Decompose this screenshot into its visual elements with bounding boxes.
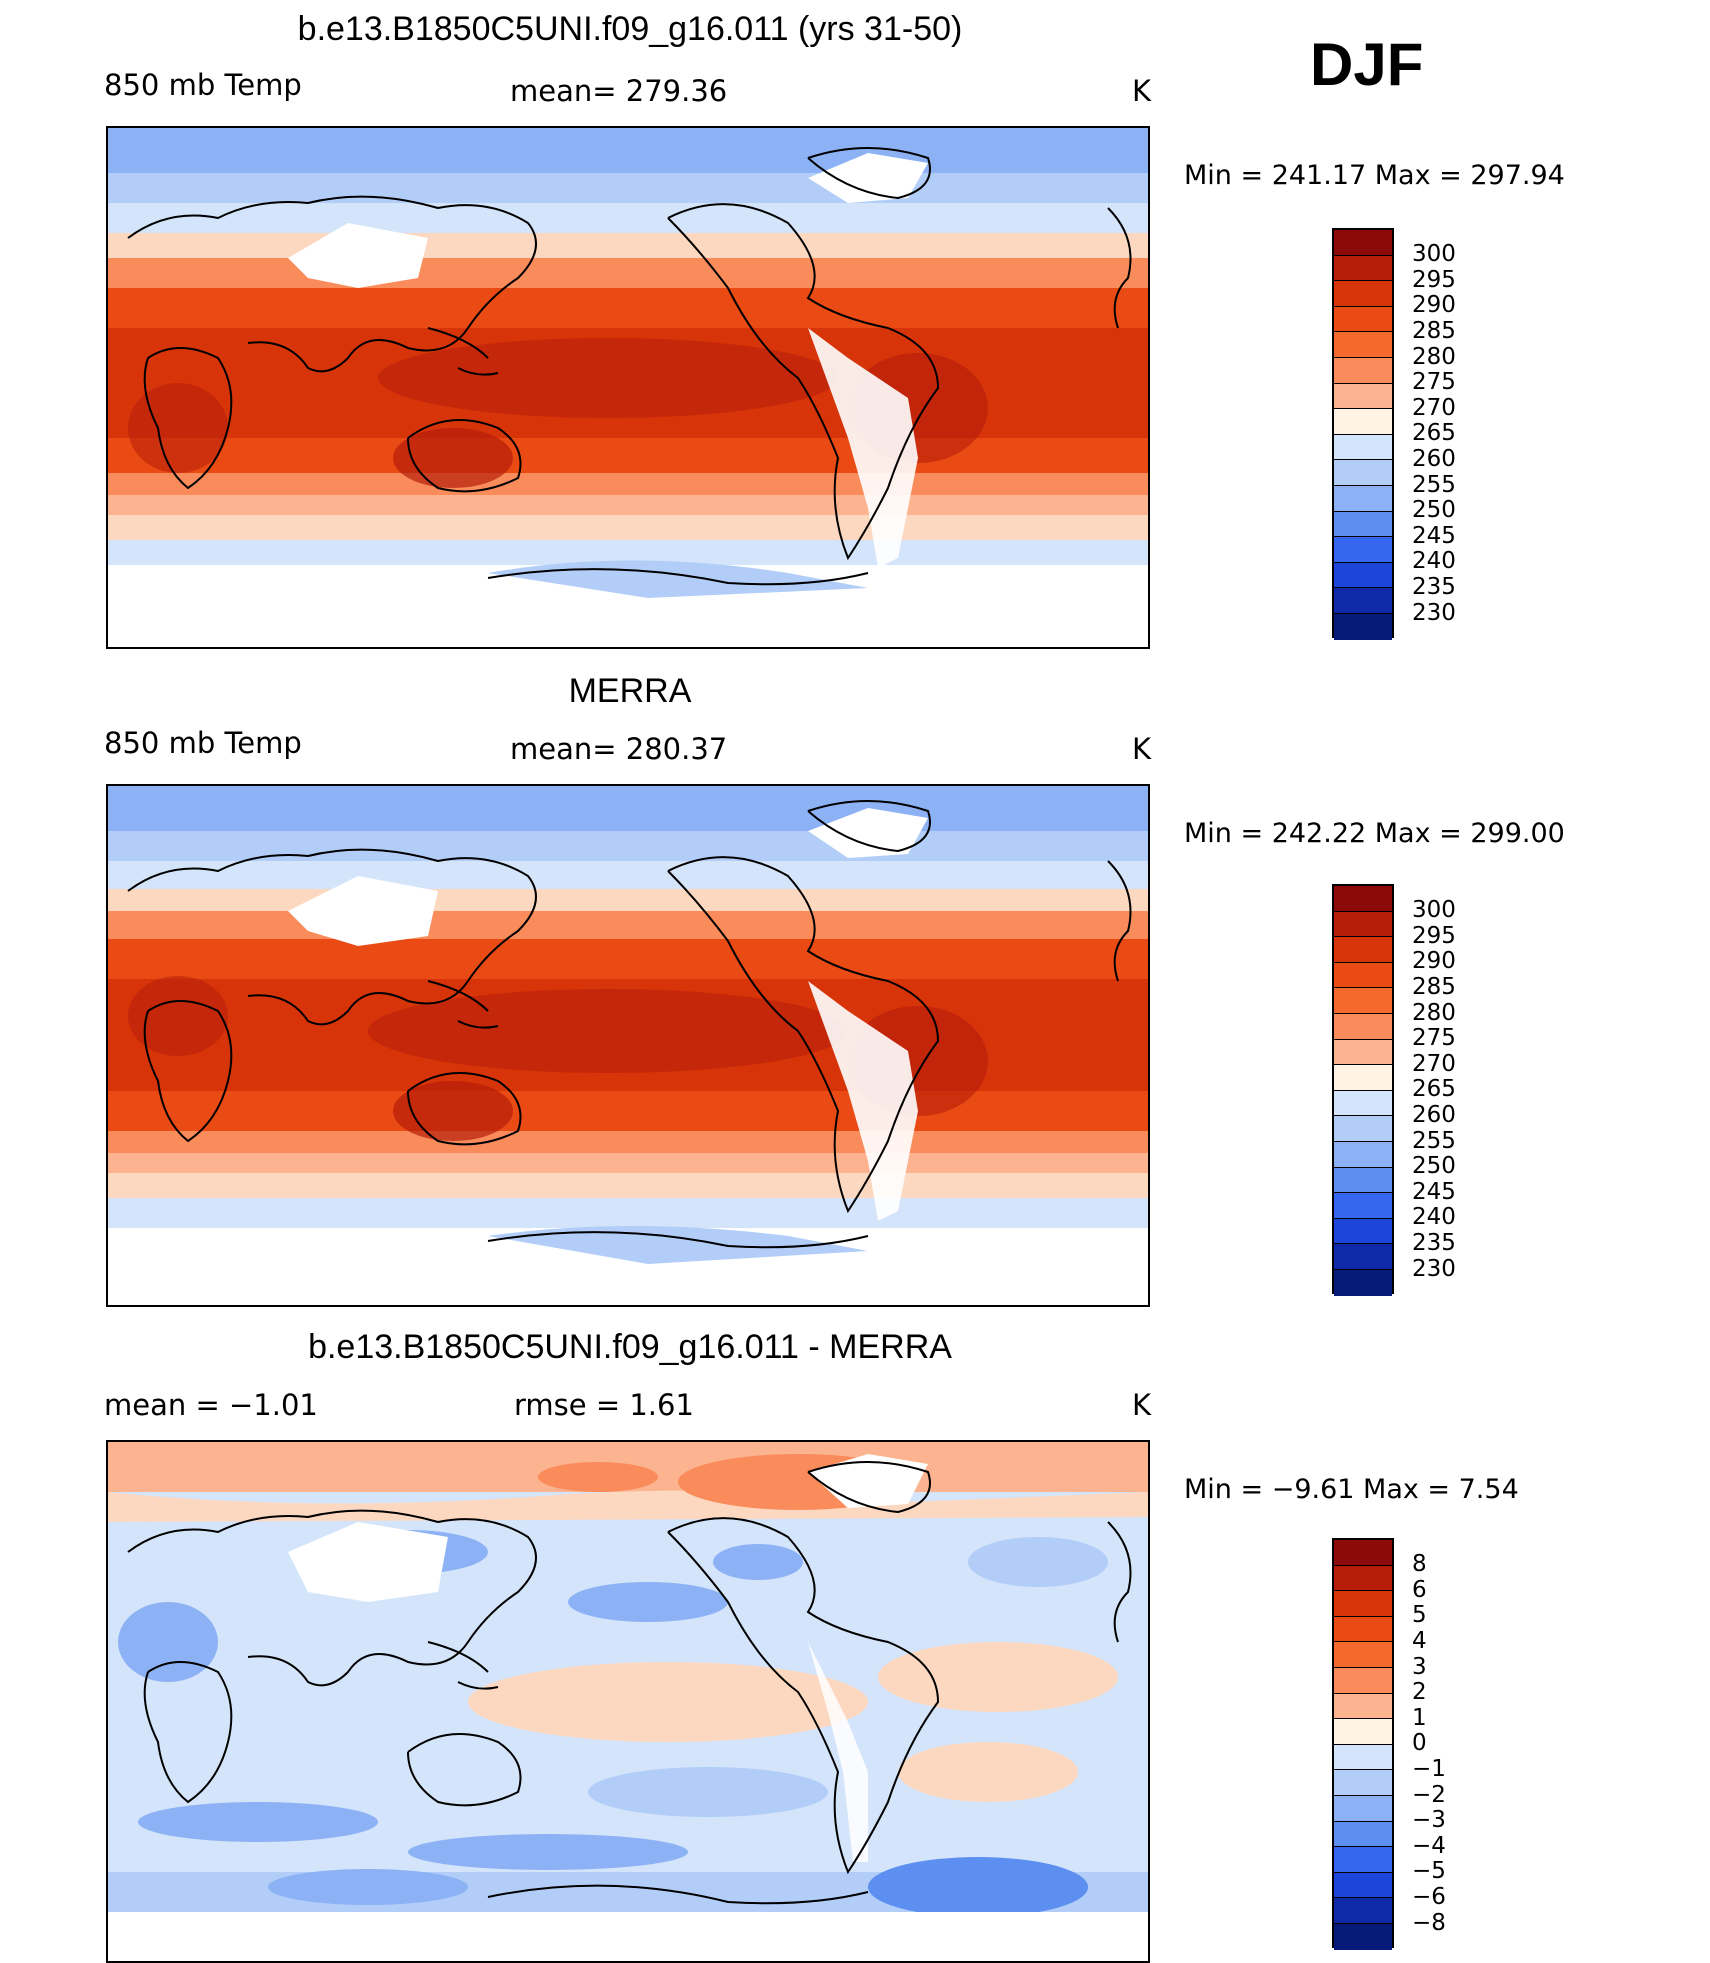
panel-1-colorbar-label: 265 — [1412, 420, 1456, 446]
panel-3-colorbar-label: 4 — [1412, 1628, 1427, 1654]
panel-2-units: K — [1132, 732, 1152, 766]
panel-3-colorbar — [1332, 1538, 1394, 1950]
panel-1-colorbar-label: 240 — [1412, 548, 1456, 574]
panel-1-units: K — [1132, 74, 1152, 108]
panel-1-colorbar-label: 280 — [1412, 344, 1456, 370]
panel-3-colorbar-label: −6 — [1412, 1884, 1446, 1910]
panel-1-colorbar — [1332, 228, 1394, 640]
panel-3-colorbar-label: 0 — [1412, 1730, 1427, 1756]
panel-2-mean-label: mean= 280.37 — [510, 732, 728, 766]
panel-1-title: b.e13.B1850C5UNI.f09_g16.011 (yrs 31-50) — [297, 10, 963, 48]
panel-3-colorbar-label: 6 — [1412, 1577, 1427, 1603]
panel-2-colorbar-label: 285 — [1412, 974, 1456, 1000]
panel-2-colorbar-label: 295 — [1412, 923, 1456, 949]
panel-2-colorbar — [1332, 884, 1394, 1296]
panel-1-colorbar-label: 245 — [1412, 523, 1456, 549]
panel-1-map — [106, 126, 1150, 649]
panel-2-colorbar-label: 230 — [1412, 1256, 1456, 1282]
panel-3-colorbar-label: −4 — [1412, 1833, 1446, 1859]
panel-3-colorbar-label: −2 — [1412, 1782, 1446, 1808]
panel-1-colorbar-label: 260 — [1412, 446, 1456, 472]
panel-3-colorbar-label: −1 — [1412, 1756, 1446, 1782]
panel-2-minmax: Min = 242.22 Max = 299.00 — [1184, 818, 1565, 849]
panel-1-colorbar-label: 270 — [1412, 395, 1456, 421]
panel-2-colorbar-label: 240 — [1412, 1204, 1456, 1230]
panel-2-colorbar-label: 235 — [1412, 1230, 1456, 1256]
panel-3-map-svg — [108, 1442, 1148, 1961]
panel-1-minmax: Min = 241.17 Max = 297.94 — [1184, 160, 1565, 191]
panel-1-colorbar-label: 290 — [1412, 292, 1456, 318]
panel-1-colorbar-label: 275 — [1412, 369, 1456, 395]
panel-1-colorbar-label: 230 — [1412, 600, 1456, 626]
panel-1-colorbar-label: 255 — [1412, 472, 1456, 498]
panel-2-colorbar-label: 300 — [1412, 897, 1456, 923]
panel-2-colorbar-label: 260 — [1412, 1102, 1456, 1128]
panel-2-colorbar-label: 270 — [1412, 1051, 1456, 1077]
panel-3-map — [106, 1440, 1150, 1963]
panel-1-variable-label: 850 mb Temp — [104, 68, 302, 102]
panel-3-colorbar-label: 3 — [1412, 1654, 1427, 1680]
panel-3-rmse-label: rmse = 1.61 — [514, 1388, 694, 1422]
panel-2-title: MERRA — [568, 672, 692, 710]
panel-3-colorbar-label: −8 — [1412, 1910, 1446, 1936]
panel-2-map — [106, 784, 1150, 1307]
panel-3-units: K — [1132, 1388, 1152, 1422]
panel-3-colorbar-label: 1 — [1412, 1705, 1427, 1731]
panel-2-colorbar-label: 245 — [1412, 1179, 1456, 1205]
panel-1-colorbar-label: 300 — [1412, 241, 1456, 267]
panel-1-colorbar-label: 235 — [1412, 574, 1456, 600]
panel-3-title: b.e13.B1850C5UNI.f09_g16.011 - MERRA — [308, 1328, 952, 1366]
panel-2-variable-label: 850 mb Temp — [104, 726, 302, 760]
panel-3-colorbar-label: 5 — [1412, 1602, 1427, 1628]
panel-3-colorbar-label: −3 — [1412, 1807, 1446, 1833]
panel-1-colorbar-label: 250 — [1412, 497, 1456, 523]
panel-2-colorbar-label: 275 — [1412, 1025, 1456, 1051]
panel-1-colorbar-label: 285 — [1412, 318, 1456, 344]
panel-1-map-svg — [108, 128, 1148, 647]
panel-3-minmax: Min = −9.61 Max = 7.54 — [1184, 1474, 1519, 1505]
panel-3-colorbar-label: 8 — [1412, 1551, 1427, 1577]
panel-3-mean-label: mean = −1.01 — [104, 1388, 318, 1422]
panel-2-colorbar-label: 250 — [1412, 1153, 1456, 1179]
panel-3-colorbar-label: −5 — [1412, 1858, 1446, 1884]
panel-3-colorbar-label: 2 — [1412, 1679, 1427, 1705]
panel-2-colorbar-label: 290 — [1412, 948, 1456, 974]
season-label: DJF — [1310, 31, 1424, 98]
panel-2-colorbar-label: 265 — [1412, 1076, 1456, 1102]
panel-2-colorbar-label: 255 — [1412, 1128, 1456, 1154]
panel-2-map-svg — [108, 786, 1148, 1305]
panel-2-colorbar-label: 280 — [1412, 1000, 1456, 1026]
panel-1-colorbar-label: 295 — [1412, 267, 1456, 293]
panel-1-mean-label: mean= 279.36 — [510, 74, 728, 108]
